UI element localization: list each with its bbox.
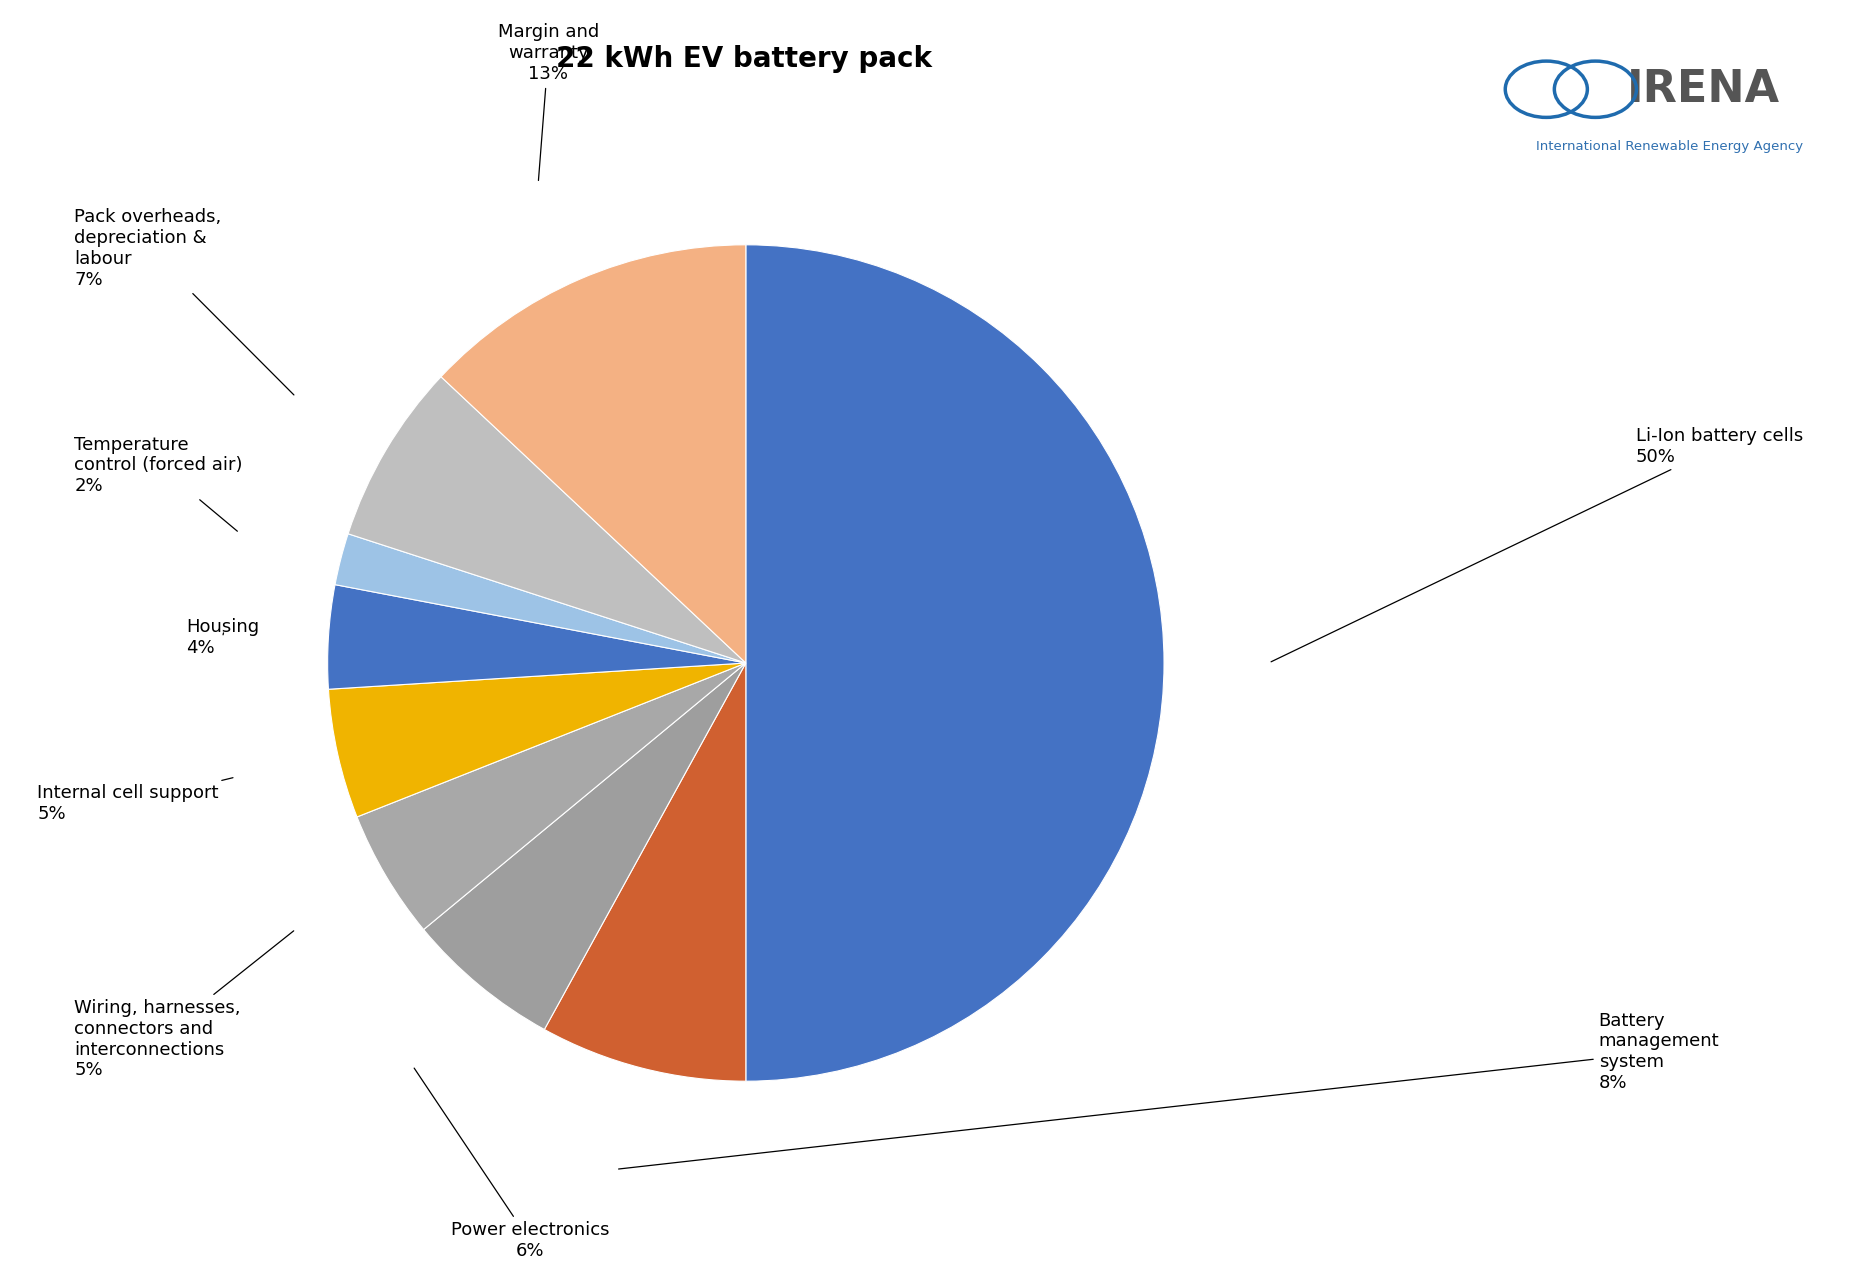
Wedge shape (329, 663, 745, 817)
Text: Internal cell support
5%: Internal cell support 5% (37, 778, 232, 822)
Text: Pack overheads,
depreciation &
labour
7%: Pack overheads, depreciation & labour 7% (74, 208, 294, 395)
Wedge shape (327, 585, 745, 690)
Text: International Renewable Energy Agency: International Renewable Energy Agency (1536, 140, 1803, 153)
Wedge shape (348, 376, 745, 663)
Wedge shape (441, 245, 745, 663)
Wedge shape (424, 663, 745, 1029)
Wedge shape (357, 663, 745, 929)
Text: Wiring, harnesses,
connectors and
interconnections
5%: Wiring, harnesses, connectors and interc… (74, 931, 294, 1080)
Text: Housing
4%: Housing 4% (186, 618, 258, 657)
Text: Temperature
control (forced air)
2%: Temperature control (forced air) 2% (74, 436, 244, 532)
Wedge shape (335, 534, 745, 663)
Text: Margin and
warranty
13%: Margin and warranty 13% (498, 23, 599, 181)
Text: Battery
management
system
8%: Battery management system 8% (619, 1011, 1720, 1169)
Text: IRENA: IRENA (1627, 68, 1779, 111)
Wedge shape (545, 663, 745, 1081)
Text: Li-Ion battery cells
50%: Li-Ion battery cells 50% (1272, 427, 1803, 662)
Wedge shape (745, 245, 1164, 1081)
Text: 22 kWh EV battery pack: 22 kWh EV battery pack (556, 45, 931, 73)
Text: Power electronics
6%: Power electronics 6% (415, 1068, 610, 1260)
